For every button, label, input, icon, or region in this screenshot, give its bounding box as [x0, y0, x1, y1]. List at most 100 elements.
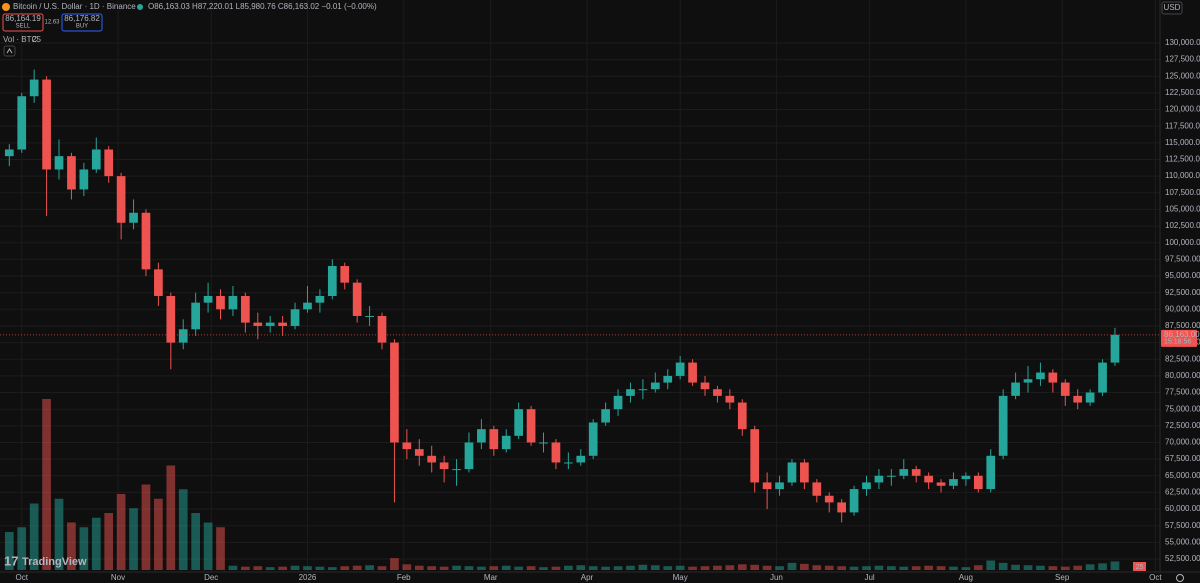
- volume-bar: [178, 489, 188, 570]
- candle-body: [762, 482, 772, 490]
- buy-button[interactable]: [61, 13, 103, 32]
- event-badge-box[interactable]: [1133, 562, 1146, 571]
- volume-bar: [837, 566, 847, 570]
- candle-body: [203, 295, 213, 303]
- volume-bar: [663, 566, 673, 570]
- volume-bar: [1060, 566, 1070, 570]
- sell-price[interactable]: 86,164.19: [5, 14, 41, 23]
- settings-icon[interactable]: [1176, 574, 1184, 582]
- candle-body: [1098, 362, 1107, 393]
- currency-box[interactable]: [1161, 1, 1183, 15]
- y-tick-label: 100,000.00: [1165, 238, 1200, 247]
- candle-body: [725, 395, 735, 403]
- candle-body: [129, 212, 138, 223]
- volume-bar: [986, 560, 996, 570]
- x-tick-label: Feb: [397, 573, 411, 582]
- x-tick-label: May: [673, 573, 688, 582]
- candle-body: [154, 269, 163, 296]
- candle-body: [713, 389, 722, 396]
- volume-bar: [42, 399, 51, 570]
- volume-bar: [17, 527, 27, 570]
- volume-bar: [154, 498, 163, 570]
- volume-bar: [315, 566, 325, 570]
- volume-bar: [1048, 566, 1058, 570]
- y-tick-label: 120,000.00: [1165, 105, 1200, 114]
- candle-body: [849, 489, 859, 513]
- candle-body: [539, 442, 548, 444]
- candle-body: [824, 495, 834, 503]
- volume-bar: [526, 566, 536, 570]
- candle-body: [601, 409, 610, 423]
- volume-bar: [800, 563, 809, 570]
- candle-body: [166, 295, 176, 343]
- candle-body: [340, 266, 350, 283]
- candle-body: [439, 462, 449, 470]
- volume-bar: [762, 565, 772, 570]
- candle-body: [675, 362, 685, 376]
- volume-bar: [402, 564, 412, 570]
- volume-bar: [564, 565, 573, 570]
- volume-bar: [750, 564, 760, 570]
- volume-bar: [551, 566, 561, 570]
- candle-body: [986, 455, 996, 490]
- candle-body: [1048, 372, 1058, 383]
- candle-body: [1085, 392, 1095, 403]
- candle-body: [377, 315, 387, 343]
- volume-bar: [141, 484, 151, 570]
- candle-body: [116, 176, 126, 223]
- buy-label[interactable]: BUY: [76, 24, 88, 30]
- candle-body: [67, 156, 76, 190]
- candle-body: [191, 302, 201, 330]
- volume-bar: [949, 566, 958, 570]
- volume-bar: [862, 566, 871, 570]
- volume-bar: [228, 565, 238, 570]
- volume-bar: [576, 565, 586, 570]
- candle-body: [737, 402, 747, 430]
- volume-bar: [874, 565, 884, 570]
- volume-bar: [452, 565, 461, 570]
- x-tick-label: Oct: [1149, 573, 1162, 582]
- volume-bar: [54, 498, 64, 570]
- buy-price[interactable]: 86,176.82: [64, 14, 100, 23]
- collapse-button[interactable]: [3, 45, 16, 57]
- candle-body: [42, 79, 51, 170]
- volume-bar: [700, 566, 710, 570]
- candle-body: [663, 375, 673, 383]
- volume-bar: [414, 565, 424, 570]
- candle-body: [874, 475, 884, 483]
- candle-body: [576, 455, 586, 463]
- volume-bar: [290, 565, 300, 570]
- candle-body: [104, 149, 114, 177]
- x-tick-label: Jun: [770, 573, 783, 582]
- volume-bar: [439, 566, 449, 570]
- y-tick-label: 62,500.00: [1165, 488, 1200, 497]
- volume-bar: [911, 566, 921, 570]
- volume-bar: [675, 565, 685, 570]
- candle-body: [750, 429, 760, 483]
- volume-bar: [79, 527, 89, 570]
- currency[interactable]: USD: [1164, 3, 1181, 12]
- y-tick-label: 57,500.00: [1165, 521, 1200, 530]
- candle-body: [564, 462, 573, 464]
- sell-label[interactable]: SELL: [16, 24, 31, 30]
- candle-body: [1110, 334, 1120, 363]
- candle-body: [178, 329, 188, 343]
- volume-bar: [216, 527, 225, 570]
- volume-bar: [91, 517, 101, 570]
- x-tick-label: Sep: [1055, 573, 1070, 582]
- volume-bar: [638, 564, 648, 570]
- sell-button[interactable]: [2, 13, 44, 32]
- candle-body: [54, 156, 64, 170]
- candle-body: [936, 482, 946, 486]
- candle-body: [899, 469, 909, 476]
- candle-body: [452, 469, 461, 471]
- volume-bar: [352, 565, 362, 570]
- event-badge[interactable]: 25: [1136, 564, 1144, 571]
- candle-body: [352, 282, 362, 316]
- volume-bar: [725, 565, 735, 570]
- candle-body: [998, 395, 1008, 456]
- volume-bar: [626, 565, 635, 570]
- volume-bar: [688, 566, 697, 570]
- y-tick-label: 92,500.00: [1165, 288, 1200, 297]
- y-tick-label: 87,500.00: [1165, 321, 1200, 330]
